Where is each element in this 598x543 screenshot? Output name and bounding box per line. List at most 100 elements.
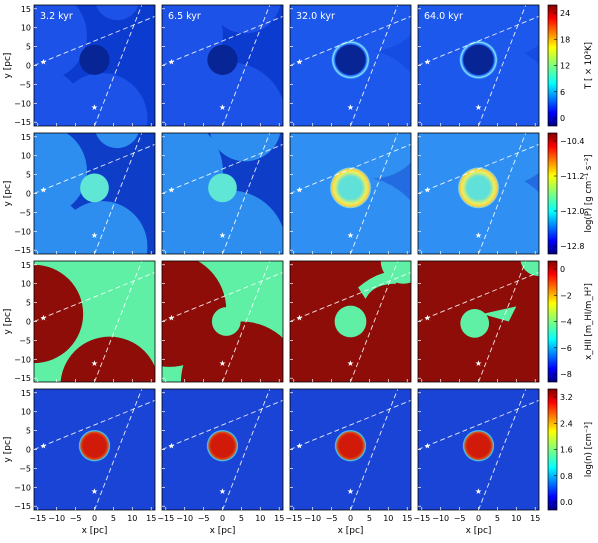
colorbar-density: 3.2 2.4 1.6 0.8 0.0 log(n) [cm⁻³]: [547, 388, 594, 511]
x-tick-label: 15: [274, 514, 284, 523]
star-marker-icon: ★: [91, 487, 98, 496]
y-tick-label: 15: [21, 261, 31, 270]
y-axis-title: y [pc]: [3, 53, 13, 79]
star-marker-icon: ★: [168, 186, 175, 195]
y-tick-label: −15: [14, 374, 31, 383]
star-marker-icon: ★: [296, 442, 303, 451]
y-tick-label: −5: [19, 208, 31, 217]
x-tick-label: −5: [70, 514, 82, 523]
colorbar-title: x_HII [m_HI/m_H²]: [584, 283, 594, 360]
x-tick-label: 0: [220, 514, 225, 523]
panel-ionization-2: ★★: [161, 260, 284, 383]
star-marker-icon: ★: [40, 58, 47, 67]
star-marker-icon: ★: [347, 103, 354, 112]
y-axis-title: y [pc]: [3, 309, 13, 335]
panel-temperature-2: ★ ★ 6.5 kyr: [161, 4, 284, 127]
colorbar-temperature: 24 18 12 6 0 T [ × 10³K]: [547, 4, 594, 127]
x-tick-label: −10: [176, 514, 193, 523]
x-tick-label: 0: [348, 514, 353, 523]
panel-temperature-1: ★ ★ 3.2 kyr: [33, 4, 156, 127]
y-tick-label: −15: [14, 118, 31, 127]
colorbar-title: log(n) [cm⁻³]: [584, 422, 594, 477]
y-tick-label: −10: [14, 355, 31, 364]
x-tick-label: 5: [111, 514, 116, 523]
y-tick-label: 10: [21, 24, 31, 33]
x-tick-label: −10: [432, 514, 449, 523]
star-marker-icon: ★: [91, 359, 98, 368]
star-marker-icon: ★: [40, 442, 47, 451]
star-marker-icon: ★: [347, 359, 354, 368]
y-tick-label: 5: [26, 299, 31, 308]
star-marker-icon: ★: [296, 186, 303, 195]
panel-density-3: ★★: [289, 388, 412, 511]
x-axis-title: x [pc]: [210, 526, 236, 536]
y-tick-label: −10: [14, 483, 31, 492]
star-marker-icon: ★: [424, 186, 431, 195]
x-tick-label: 5: [239, 514, 244, 523]
x-tick-label: 10: [383, 514, 393, 523]
y-axis-title: y [pc]: [3, 181, 13, 207]
y-tick-label: −5: [19, 464, 31, 473]
colorbar-tick-label: −8: [560, 370, 572, 379]
x-tick-label: 15: [402, 514, 412, 523]
y-tick-label: 0: [26, 190, 31, 199]
colorbar-title: log(P) [g cm⁻¹ s⁻²]: [584, 154, 594, 232]
star-marker-icon: ★: [219, 359, 226, 368]
panel-ionization-1: ★★: [33, 260, 156, 383]
star-marker-icon: ★: [296, 314, 303, 323]
x-tick-label: 15: [146, 514, 156, 523]
x-axis-title: x [pc]: [82, 526, 108, 536]
star-marker-icon: ★: [91, 231, 98, 240]
star-marker-icon: ★: [424, 442, 431, 451]
panel-ionization-3: ★★: [289, 260, 412, 383]
x-tick-label: 0: [476, 514, 481, 523]
x-tick-label: −5: [326, 514, 338, 523]
star-marker-icon: ★: [475, 231, 482, 240]
x-tick-label: 10: [255, 514, 265, 523]
y-tick-label: −10: [14, 99, 31, 108]
colorbar-pressure: −10.4 −11.2 −12.0 −12.8 log(P) [g cm⁻¹ s⁻²]: [547, 132, 594, 255]
colorbar-tick-label: 2.4: [560, 419, 573, 428]
star-marker-icon: ★: [296, 58, 303, 67]
colorbar-tick-label: 12: [560, 62, 570, 71]
y-tick-label: −10: [14, 227, 31, 236]
y-tick-label: −5: [19, 336, 31, 345]
time-label: 3.2 kyr: [40, 11, 73, 22]
colorbar-tick-label: −12.8: [560, 242, 585, 251]
time-label: 64.0 kyr: [424, 11, 463, 22]
star-marker-icon: ★: [40, 186, 47, 195]
x-tick-label: −10: [304, 514, 321, 523]
colorbar-tick-label: 6: [560, 88, 565, 97]
colorbar-tick-label: −6: [560, 344, 572, 353]
y-tick-label: 15: [21, 389, 31, 398]
panel-density-4: ★★: [417, 388, 540, 511]
x-axis-title: x [pc]: [338, 526, 364, 536]
colorbar-tick-label: −10.4: [560, 137, 585, 146]
star-marker-icon: ★: [168, 314, 175, 323]
x-axis-title: x [pc]: [466, 526, 492, 536]
panel-pressure-4: ★★: [417, 132, 540, 255]
colorbar-tick-label: 0.8: [560, 472, 573, 481]
panel-temperature-4: ★ ★ 64.0 kyr: [417, 4, 540, 127]
star-marker-icon: ★: [347, 231, 354, 240]
colorbar-tick-label: 0.0: [560, 498, 573, 507]
colorbar-tick-label: −4: [560, 318, 572, 327]
panel-pressure-2: ★★: [161, 132, 284, 255]
star-marker-icon: ★: [424, 58, 431, 67]
star-marker-icon: ★: [40, 314, 47, 323]
colorbar-ionization: 0 −2 −4 −6 −8 x_HII [m_HI/m_H²]: [547, 260, 594, 383]
time-label: 32.0 kyr: [296, 11, 335, 22]
y-tick-label: 10: [21, 280, 31, 289]
star-marker-icon: ★: [347, 487, 354, 496]
y-tick-label: 0: [26, 318, 31, 327]
x-tick-label: −15: [413, 514, 430, 523]
x-tick-label: −10: [48, 514, 65, 523]
y-tick-label: 10: [21, 152, 31, 161]
x-tick-label: 10: [127, 514, 137, 523]
x-tick-label: −15: [157, 514, 174, 523]
y-tick-label: 0: [26, 446, 31, 455]
x-tick-label: −5: [454, 514, 466, 523]
y-tick-label: 5: [26, 171, 31, 180]
star-marker-icon: ★: [219, 487, 226, 496]
x-tick-label: 10: [511, 514, 521, 523]
